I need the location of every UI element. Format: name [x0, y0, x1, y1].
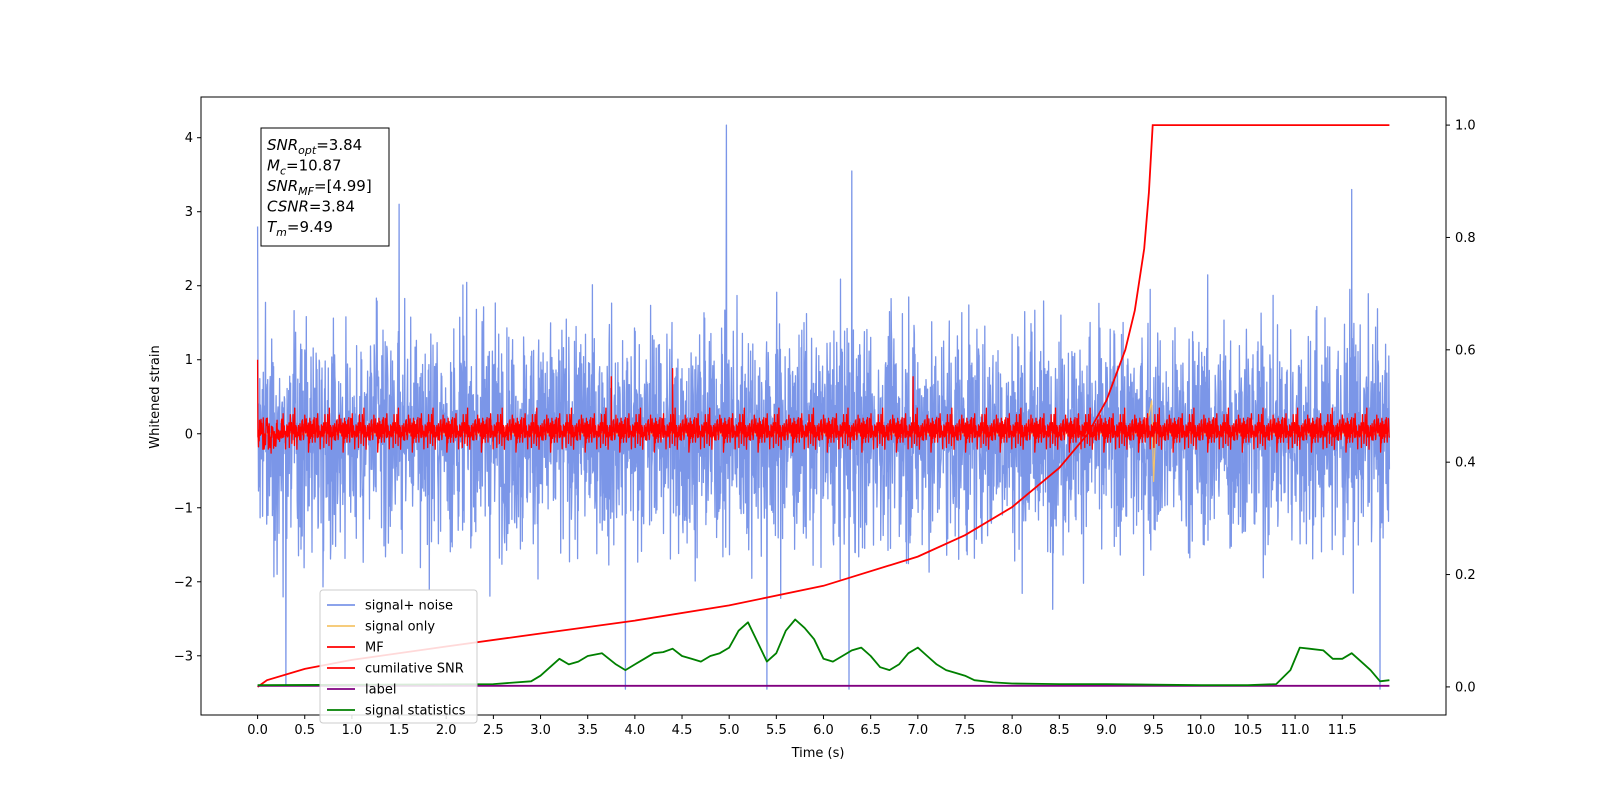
annotation-line: Mc=10.87: [267, 157, 342, 178]
y-axis-right: 0.0 0.2 0.4 0.6 0.8 1.0: [1446, 119, 1476, 695]
legend-label: cumilative SNR: [365, 662, 464, 677]
x-tick-label: 4.0: [625, 723, 646, 738]
x-tick-label: 4.5: [672, 723, 693, 738]
x-tick-label: 2.0: [436, 723, 457, 738]
annotation-value: =9.49: [287, 218, 333, 236]
x-tick-label: 10.0: [1186, 723, 1215, 738]
x-tick-label: 3.0: [530, 723, 551, 738]
x-tick-label: 5.0: [719, 723, 740, 738]
legend-label: signal+ noise: [365, 599, 453, 614]
x-tick-label: 7.0: [907, 723, 928, 738]
legend-label: signal only: [365, 620, 435, 635]
y-tick-label: −1: [174, 501, 193, 516]
annotation-line: SNRopt=3.84: [267, 136, 362, 157]
x-tick-label: 6.5: [860, 723, 881, 738]
x-tick-label: 8.0: [1002, 723, 1023, 738]
x-tick-label: 0.5: [294, 723, 315, 738]
annotation-line: Tm=9.49: [267, 218, 333, 239]
series-line-signal-statistics: [257, 618, 1390, 687]
x-tick-label: 10.5: [1233, 723, 1262, 738]
annotation-subscript: c: [280, 165, 286, 178]
legend-label: label: [365, 683, 396, 698]
y-tick-label: 0: [185, 427, 193, 442]
annotation-subscript: m: [276, 226, 287, 239]
y-tick-label: 2: [185, 279, 193, 294]
annotation-subscript: MF: [298, 185, 314, 198]
x-axis-label: Time (s): [791, 746, 845, 761]
x-axis: 0.0 0.5 1.0 1.5 2.0 2.5 3.0 3.5 4.0 4.5 5.0 5.5 6.0 6…: [247, 715, 1357, 738]
x-tick-label: 2.5: [483, 723, 504, 738]
x-tick-label: 3.5: [577, 723, 598, 738]
y-right-tick-label: 0.0: [1455, 680, 1476, 695]
y-right-tick-label: 1.0: [1455, 119, 1476, 134]
y-axis-left: −3 −2 −1 0 1 2 3 4: [174, 131, 201, 664]
x-tick-label: 9.0: [1096, 723, 1117, 738]
x-tick-label: 6.0: [813, 723, 834, 738]
y-tick-label: −2: [174, 575, 193, 590]
y-right-tick-label: 0.8: [1455, 231, 1476, 246]
series-line-signal-only: [257, 400, 1390, 482]
y-tick-label: 4: [185, 131, 193, 146]
annotation-symbol: CSNR: [267, 198, 309, 216]
x-tick-label: 0.0: [247, 723, 268, 738]
annotation-value: =10.87: [286, 157, 342, 175]
x-tick-label: 8.5: [1049, 723, 1070, 738]
legend-frame: [319, 589, 478, 724]
y-tick-label: 3: [185, 205, 193, 220]
y-right-tick-label: 0.4: [1455, 456, 1476, 471]
y-tick-label: 1: [185, 353, 193, 368]
x-tick-label: 1.0: [342, 723, 363, 738]
x-tick-label: 9.5: [1143, 723, 1164, 738]
y-right-tick-label: 0.2: [1455, 568, 1476, 583]
stats-annotation-box: SNRopt=3.84Mc=10.87SNRMF=[4.99]CSNR=3.84…: [260, 127, 390, 247]
y-right-tick-label: 0.6: [1455, 343, 1476, 358]
annotation-symbol: SNR: [267, 177, 298, 195]
y-axis-label: Whitened strain: [148, 345, 163, 448]
annotation-frame: [260, 127, 390, 247]
x-tick-label: 1.5: [389, 723, 410, 738]
x-tick-label: 5.5: [766, 723, 787, 738]
legend-label: signal statistics: [365, 704, 466, 719]
annotation-value: =3.84: [316, 136, 362, 154]
annotation-value: =3.84: [309, 198, 355, 216]
annotation-subscript: opt: [298, 144, 317, 157]
y-tick-label: −3: [174, 649, 193, 664]
annotation-symbol: SNR: [267, 136, 298, 154]
series-line-mf: [256, 359, 1391, 454]
annotation-symbol: M: [267, 157, 280, 175]
annotation-line: SNRMF=[4.99]: [267, 177, 372, 198]
annotation-line: CSNR=3.84: [267, 198, 355, 216]
x-tick-label: 11.5: [1328, 723, 1357, 738]
legend-label: MF: [365, 641, 384, 656]
annotation-symbol: T: [267, 218, 278, 236]
x-tick-label: 7.5: [955, 723, 976, 738]
legend: signal+ noise signal only MF cumilative SNR…: [319, 589, 478, 724]
annotation-value: =[4.99]: [314, 177, 372, 195]
x-tick-label: 11.0: [1281, 723, 1310, 738]
